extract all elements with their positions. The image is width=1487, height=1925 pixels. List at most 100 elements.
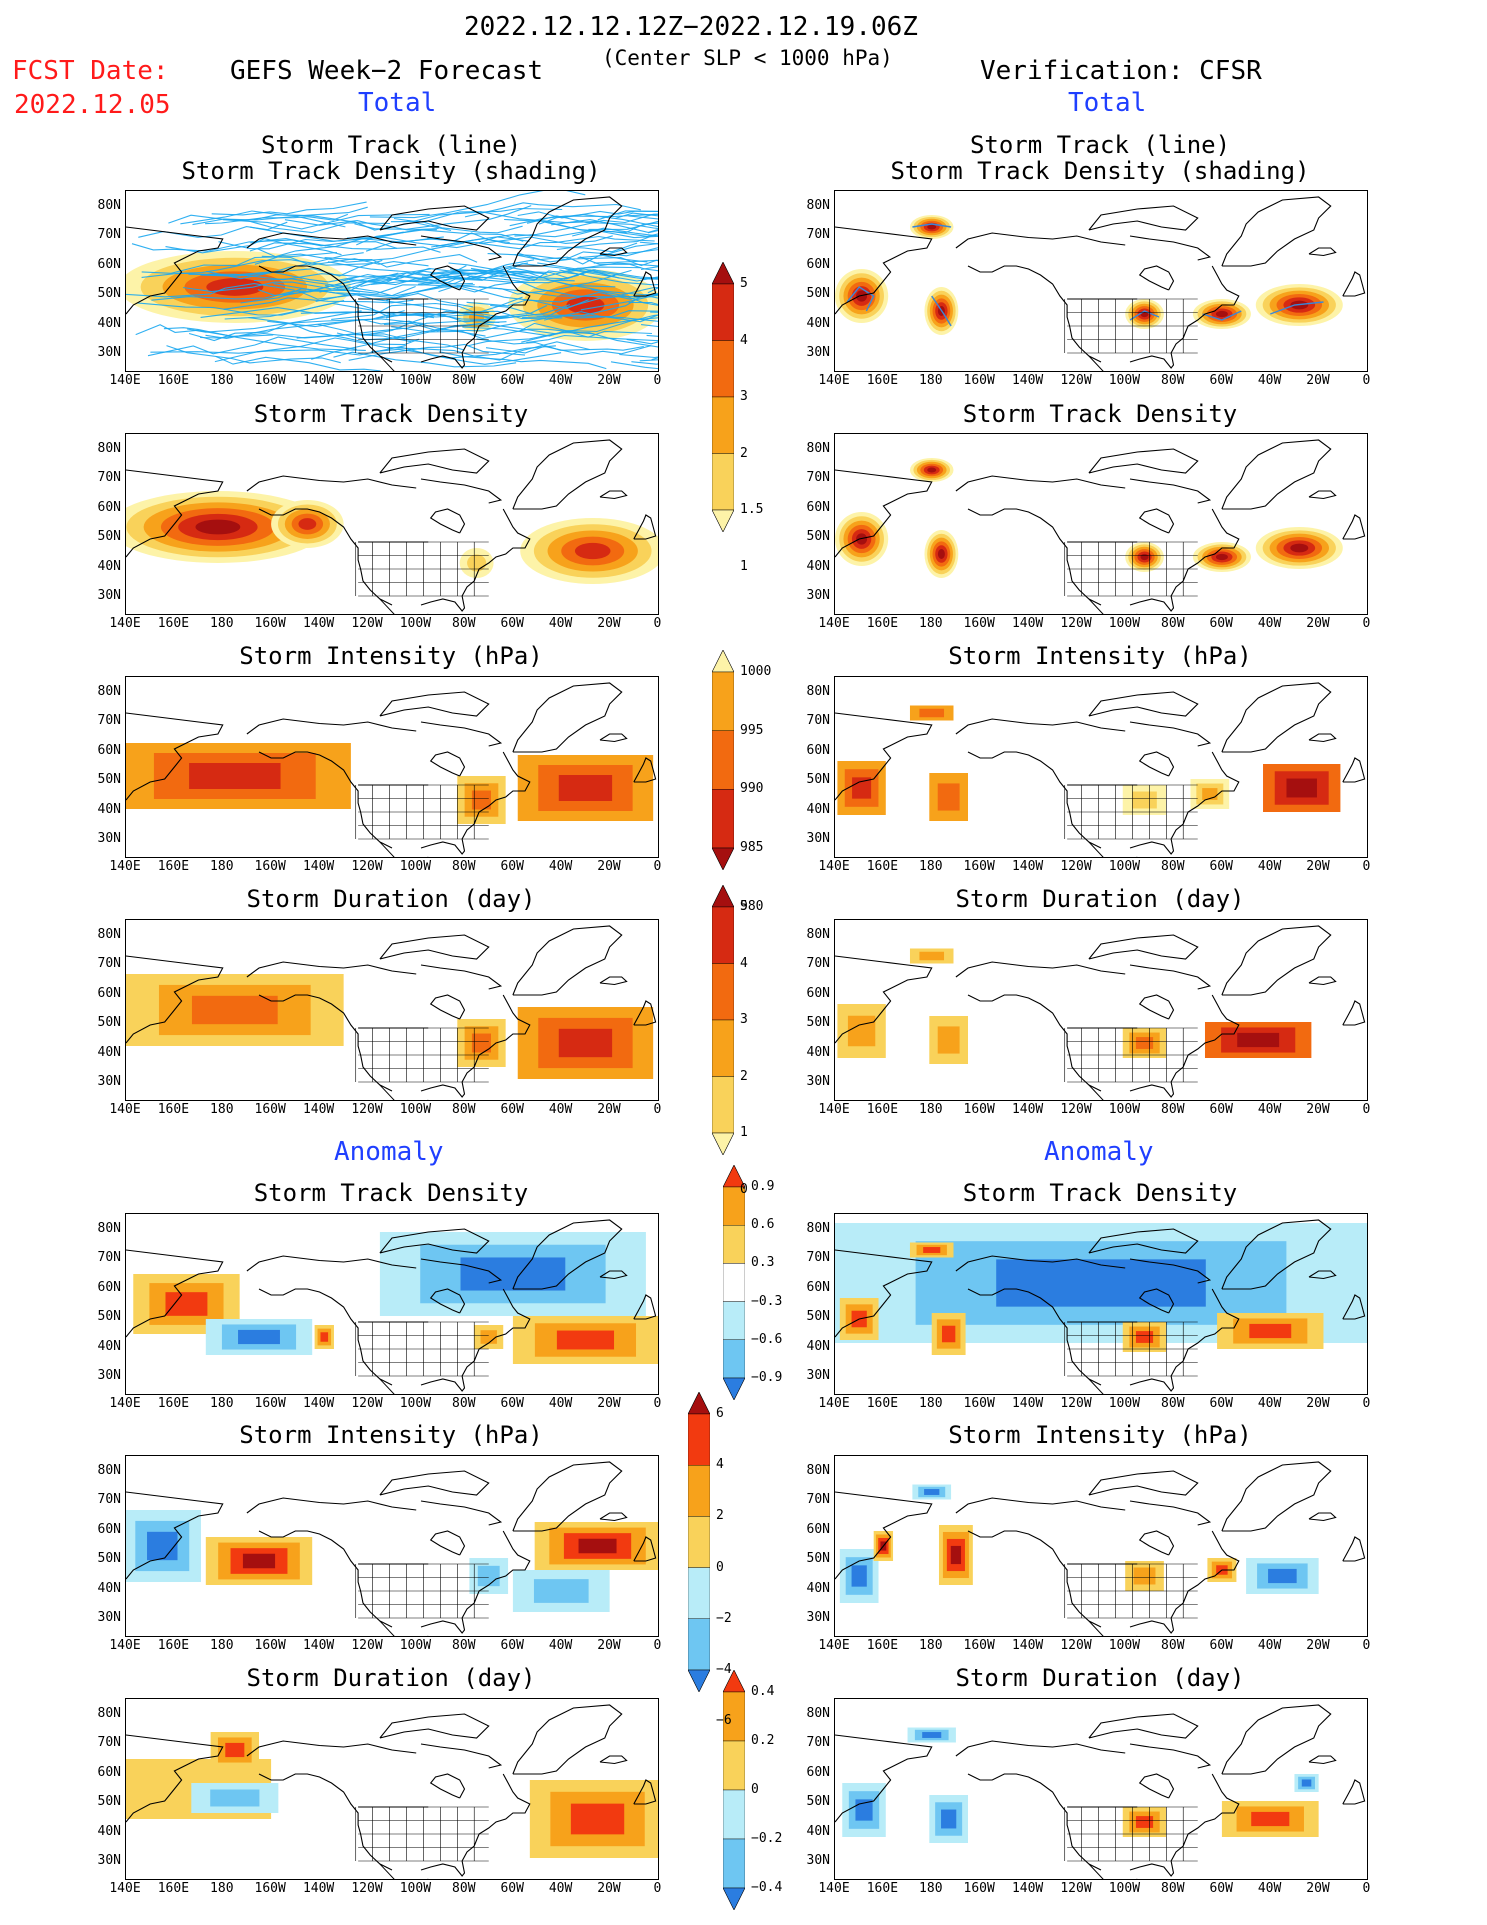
x-tick-label: 140W: [302, 1396, 335, 1411]
x-tick-label: 60W: [1209, 1638, 1233, 1653]
map-verif-anom-intensity: [834, 1455, 1368, 1637]
x-tick-label: 160E: [157, 859, 190, 874]
x-tick-label: 0: [653, 616, 662, 631]
colorbar-label: 990: [740, 781, 764, 797]
x-tick-label: 180: [919, 1102, 943, 1117]
x-tick-label: 100W: [399, 616, 432, 631]
x-tick-label: 20W: [1306, 859, 1330, 874]
colorbar-label: 0.3: [751, 1255, 775, 1271]
x-tick-label: 140E: [109, 859, 141, 874]
x-tick-label: 60W: [500, 373, 524, 388]
x-tick-label: 160E: [866, 1638, 899, 1653]
y-tick-label: 60N: [806, 742, 830, 758]
y-tick-label: 80N: [97, 1706, 121, 1721]
x-tick-label: 140W: [302, 373, 335, 388]
x-tick-label: 180: [210, 1881, 234, 1896]
y-tick-label: 50N: [97, 1551, 121, 1567]
map-forecast-anom-density: [125, 1213, 659, 1395]
y-tick-label: 50N: [806, 1794, 830, 1810]
y-tick-label: 60N: [806, 499, 830, 515]
x-tick-label: 60W: [500, 1881, 524, 1896]
x-tick-label: 60W: [1209, 373, 1233, 388]
colorbar-label: 5: [740, 899, 748, 914]
y-tick-label: 60N: [806, 1521, 830, 1537]
y-tick-label: 60N: [97, 1764, 121, 1780]
x-tick-label: 100W: [1108, 1102, 1141, 1117]
x-tick-label: 160W: [254, 616, 286, 631]
x-tick-label: 120W: [1060, 1881, 1092, 1896]
x-tick-label: 40W: [548, 1396, 573, 1411]
y-tick-label: 30N: [97, 1368, 121, 1383]
y-tick-label: 60N: [97, 499, 121, 515]
y-tick-label: 50N: [97, 1794, 121, 1810]
y-tick-label: 40N: [97, 315, 121, 331]
title-r1a: Storm Track (line): [969, 131, 1231, 159]
title-r4: Storm Duration (day): [955, 885, 1245, 913]
y-tick-label: 70N: [806, 227, 830, 243]
x-tick-label: 120W: [351, 373, 383, 388]
y-tick-label: 80N: [806, 1706, 830, 1721]
x-tick-label: 80W: [1161, 1881, 1185, 1896]
x-tick-label: 160E: [866, 373, 899, 388]
x-tick-label: 0: [1362, 1396, 1371, 1411]
colorbar-svg: [712, 262, 734, 532]
x-tick-label: 140W: [302, 616, 335, 631]
x-tick-label: 80W: [452, 1881, 476, 1896]
map-verif-density: [834, 433, 1368, 615]
x-tick-label: 140W: [1011, 1396, 1044, 1411]
y-tick-label: 60N: [97, 256, 121, 272]
y-tick-label: 80N: [97, 684, 121, 699]
x-tick-label: 60W: [1209, 1881, 1233, 1896]
colorbar-label: 1: [740, 558, 748, 574]
x-tick-label: 40W: [1257, 373, 1282, 388]
y-tick-label: 40N: [806, 558, 830, 574]
y-tick-label: 40N: [97, 558, 121, 574]
colorbar-label: −6: [716, 1713, 732, 1729]
x-tick-label: 140W: [302, 1881, 335, 1896]
x-tick-label: 160E: [157, 1881, 190, 1896]
y-tick-label: 50N: [806, 529, 830, 545]
left-total-label: Total: [358, 88, 437, 118]
x-tick-label: 80W: [452, 616, 476, 631]
map-forecast-anom-duration: [125, 1698, 659, 1880]
x-tick-label: 140E: [109, 373, 141, 388]
y-tick-label: 60N: [806, 256, 830, 272]
x-tick-label: 100W: [399, 1396, 432, 1411]
y-tick-label: 30N: [97, 1853, 121, 1868]
x-tick-label: 80W: [452, 373, 476, 388]
y-tick-label: 60N: [97, 1521, 121, 1537]
date-range-title: 2022.12.12.12Z−2022.12.19.06Z: [464, 12, 918, 42]
x-tick-label: 100W: [1108, 1396, 1141, 1411]
colorbar-label: −0.3: [751, 1293, 783, 1309]
x-tick-label: 180: [919, 616, 943, 631]
x-tick-label: 120W: [351, 1881, 383, 1896]
x-tick-label: 0: [1362, 1638, 1371, 1653]
x-tick-label: 20W: [597, 616, 621, 631]
x-tick-label: 120W: [351, 616, 383, 631]
x-tick-label: 80W: [452, 1638, 476, 1653]
x-tick-label: 140E: [818, 1102, 850, 1117]
x-tick-label: 160W: [963, 616, 995, 631]
y-tick-label: 70N: [97, 713, 121, 729]
map-verif-anom-duration: [834, 1698, 1368, 1880]
x-tick-label: 80W: [1161, 1638, 1185, 1653]
y-tick-label: 40N: [97, 1580, 121, 1596]
x-tick-label: 120W: [1060, 1102, 1092, 1117]
x-tick-label: 100W: [399, 1102, 432, 1117]
x-tick-label: 120W: [351, 1638, 383, 1653]
x-tick-label: 20W: [597, 859, 621, 874]
title-l3: Storm Intensity (hPa): [239, 642, 543, 670]
colorbar-svg: [688, 1392, 710, 1692]
y-tick-label: 50N: [97, 529, 121, 545]
x-tick-label: 40W: [1257, 1881, 1282, 1896]
y-tick-label: 50N: [97, 1309, 121, 1325]
y-tick-label: 30N: [97, 1610, 121, 1625]
y-tick-label: 80N: [97, 927, 121, 942]
x-tick-label: 40W: [1257, 1638, 1282, 1653]
x-tick-label: 120W: [351, 859, 383, 874]
colorbar-label: −0.4: [751, 1880, 783, 1895]
y-tick-label: 30N: [806, 831, 830, 846]
x-tick-label: 160E: [866, 1881, 899, 1896]
x-tick-label: 160W: [963, 1881, 995, 1896]
x-tick-label: 100W: [1108, 616, 1141, 631]
